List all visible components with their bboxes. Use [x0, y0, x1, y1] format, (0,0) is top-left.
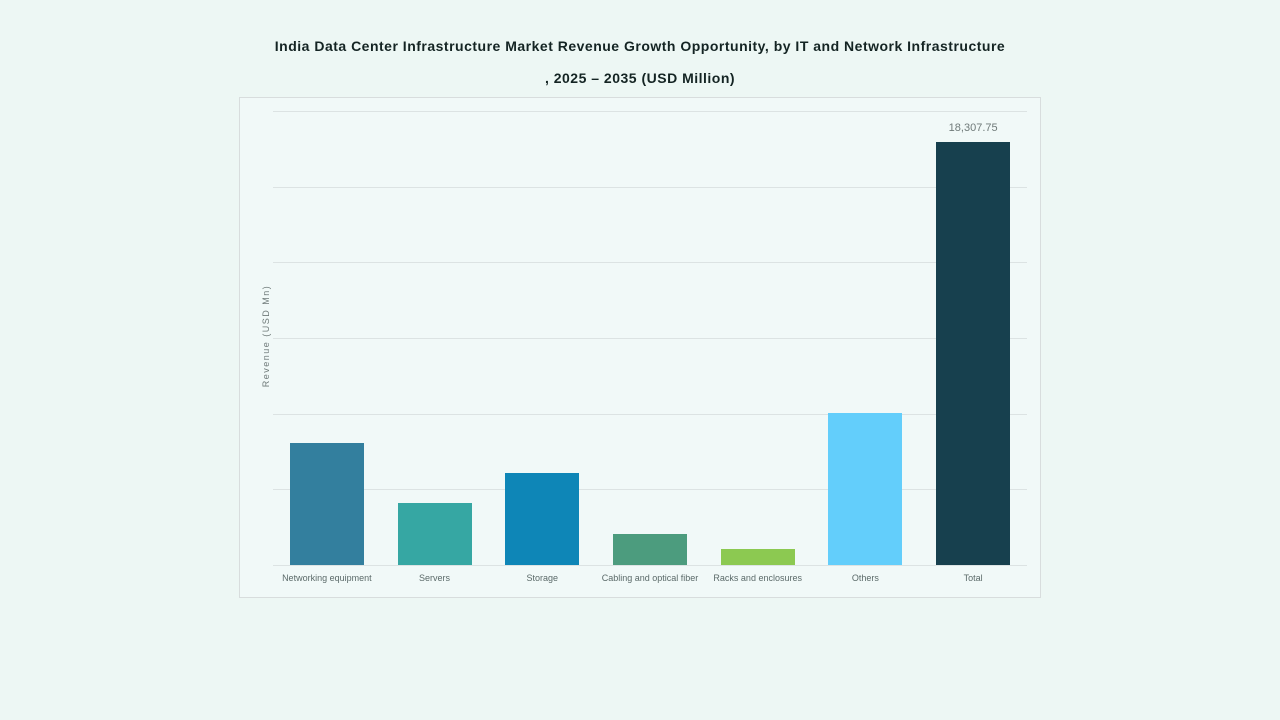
- x-axis-label-networking-equipment: Networking equipment: [282, 573, 372, 583]
- chart-panel: Revenue (USD Mn) Networking equipment Ser…: [239, 97, 1041, 598]
- chart-title-line1: India Data Center Infrastructure Market …: [274, 38, 1006, 54]
- chart-title: India Data Center Infrastructure Market …: [0, 30, 1280, 94]
- gridline: [273, 338, 1027, 339]
- gridline: [273, 186, 1027, 188]
- gridline: [273, 262, 1027, 264]
- x-axis-label-cabling-and-optical-fiber: Cabling and optical fiber: [601, 573, 699, 583]
- chart-title-line2: , 2025 – 2035 (USD Million): [544, 70, 736, 86]
- plot-area: Networking equipment Servers Storage Cablin…: [240, 98, 1040, 597]
- x-axis-label-servers: Servers: [419, 573, 451, 583]
- bar-others: [828, 412, 903, 565]
- bar-storage: [505, 473, 580, 565]
- bar-cabling-and-optical-fiber: [613, 534, 687, 565]
- x-axis-label-racks-and-enclosures: Racks and enclosures: [713, 573, 802, 583]
- x-axis-label-others: Others: [851, 573, 879, 583]
- x-axis-label-total: Total: [963, 573, 983, 583]
- bar-networking-equipment: [289, 443, 364, 565]
- gridline: [273, 489, 1027, 491]
- x-axis-label-storage: Storage: [526, 573, 559, 583]
- gridline: [273, 565, 1027, 566]
- bar-total: [936, 142, 1011, 565]
- data-label-total: 18,307.75: [948, 122, 998, 134]
- gridline: [273, 111, 1027, 112]
- gridline: [273, 413, 1027, 415]
- bar-racks-and-enclosures: [720, 549, 795, 565]
- bar-servers: [397, 503, 472, 565]
